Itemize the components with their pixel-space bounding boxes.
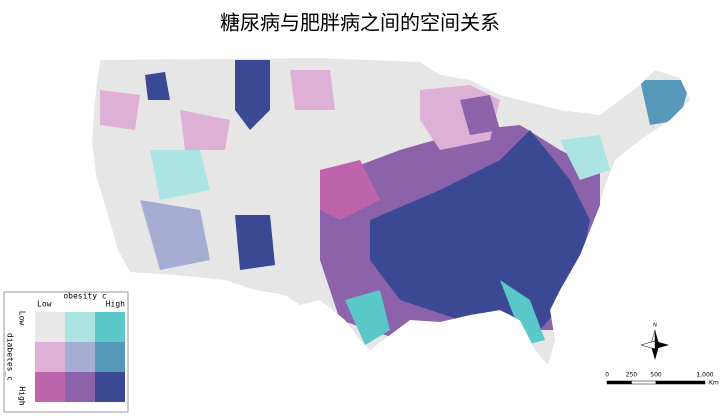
region: [320, 160, 380, 220]
legend-x-high: High: [106, 300, 125, 309]
region: [235, 215, 275, 270]
north-arrow: N: [640, 323, 669, 360]
region: [150, 150, 210, 200]
scale-label: 250: [626, 372, 638, 379]
legend-y-high: High: [18, 386, 27, 405]
legend-grid: [35, 312, 125, 402]
legend-cell: [95, 342, 125, 372]
scale-unit: Km: [709, 380, 719, 387]
legend-cell: [35, 342, 65, 372]
arrow-part: [655, 341, 669, 349]
region: [235, 60, 270, 130]
legend-cell: [95, 372, 125, 402]
legend-x-low: Low: [37, 300, 52, 309]
scale-segment: [655, 380, 706, 385]
region: [370, 130, 590, 330]
legend-y-label: diabetes_c: [6, 333, 15, 381]
region: [500, 280, 545, 345]
scale-label: 500: [650, 372, 662, 379]
arrow-part: [655, 330, 659, 344]
map-title: 糖尿病与肥胖病之间的空间关系: [220, 11, 500, 35]
legend: obesity c Low High diabetes_c Low High: [3, 291, 129, 413]
legend-cell: [65, 372, 95, 402]
region: [560, 135, 610, 180]
region: [180, 110, 230, 150]
region: [140, 200, 210, 270]
scale-label: 0: [605, 372, 609, 379]
legend-cell: [35, 312, 65, 342]
region: [460, 95, 500, 135]
legend-cell: [65, 342, 95, 372]
legend-cell: [65, 312, 95, 342]
scale-segment: [606, 380, 632, 385]
arrow-part: [651, 346, 659, 360]
arrow-part: [640, 340, 656, 350]
legend-cell: [95, 312, 125, 342]
county-map: [92, 58, 690, 365]
region: [145, 72, 170, 100]
north-label: N: [653, 323, 657, 329]
legend-x-label: obesity c: [63, 292, 107, 301]
scale-segment: [631, 380, 657, 385]
legend-cell: [35, 372, 65, 402]
legend-y-low: Low: [18, 311, 27, 326]
region: [100, 90, 140, 130]
region: [345, 290, 390, 345]
scale-label: 1,000: [696, 372, 713, 379]
region: [290, 70, 335, 110]
